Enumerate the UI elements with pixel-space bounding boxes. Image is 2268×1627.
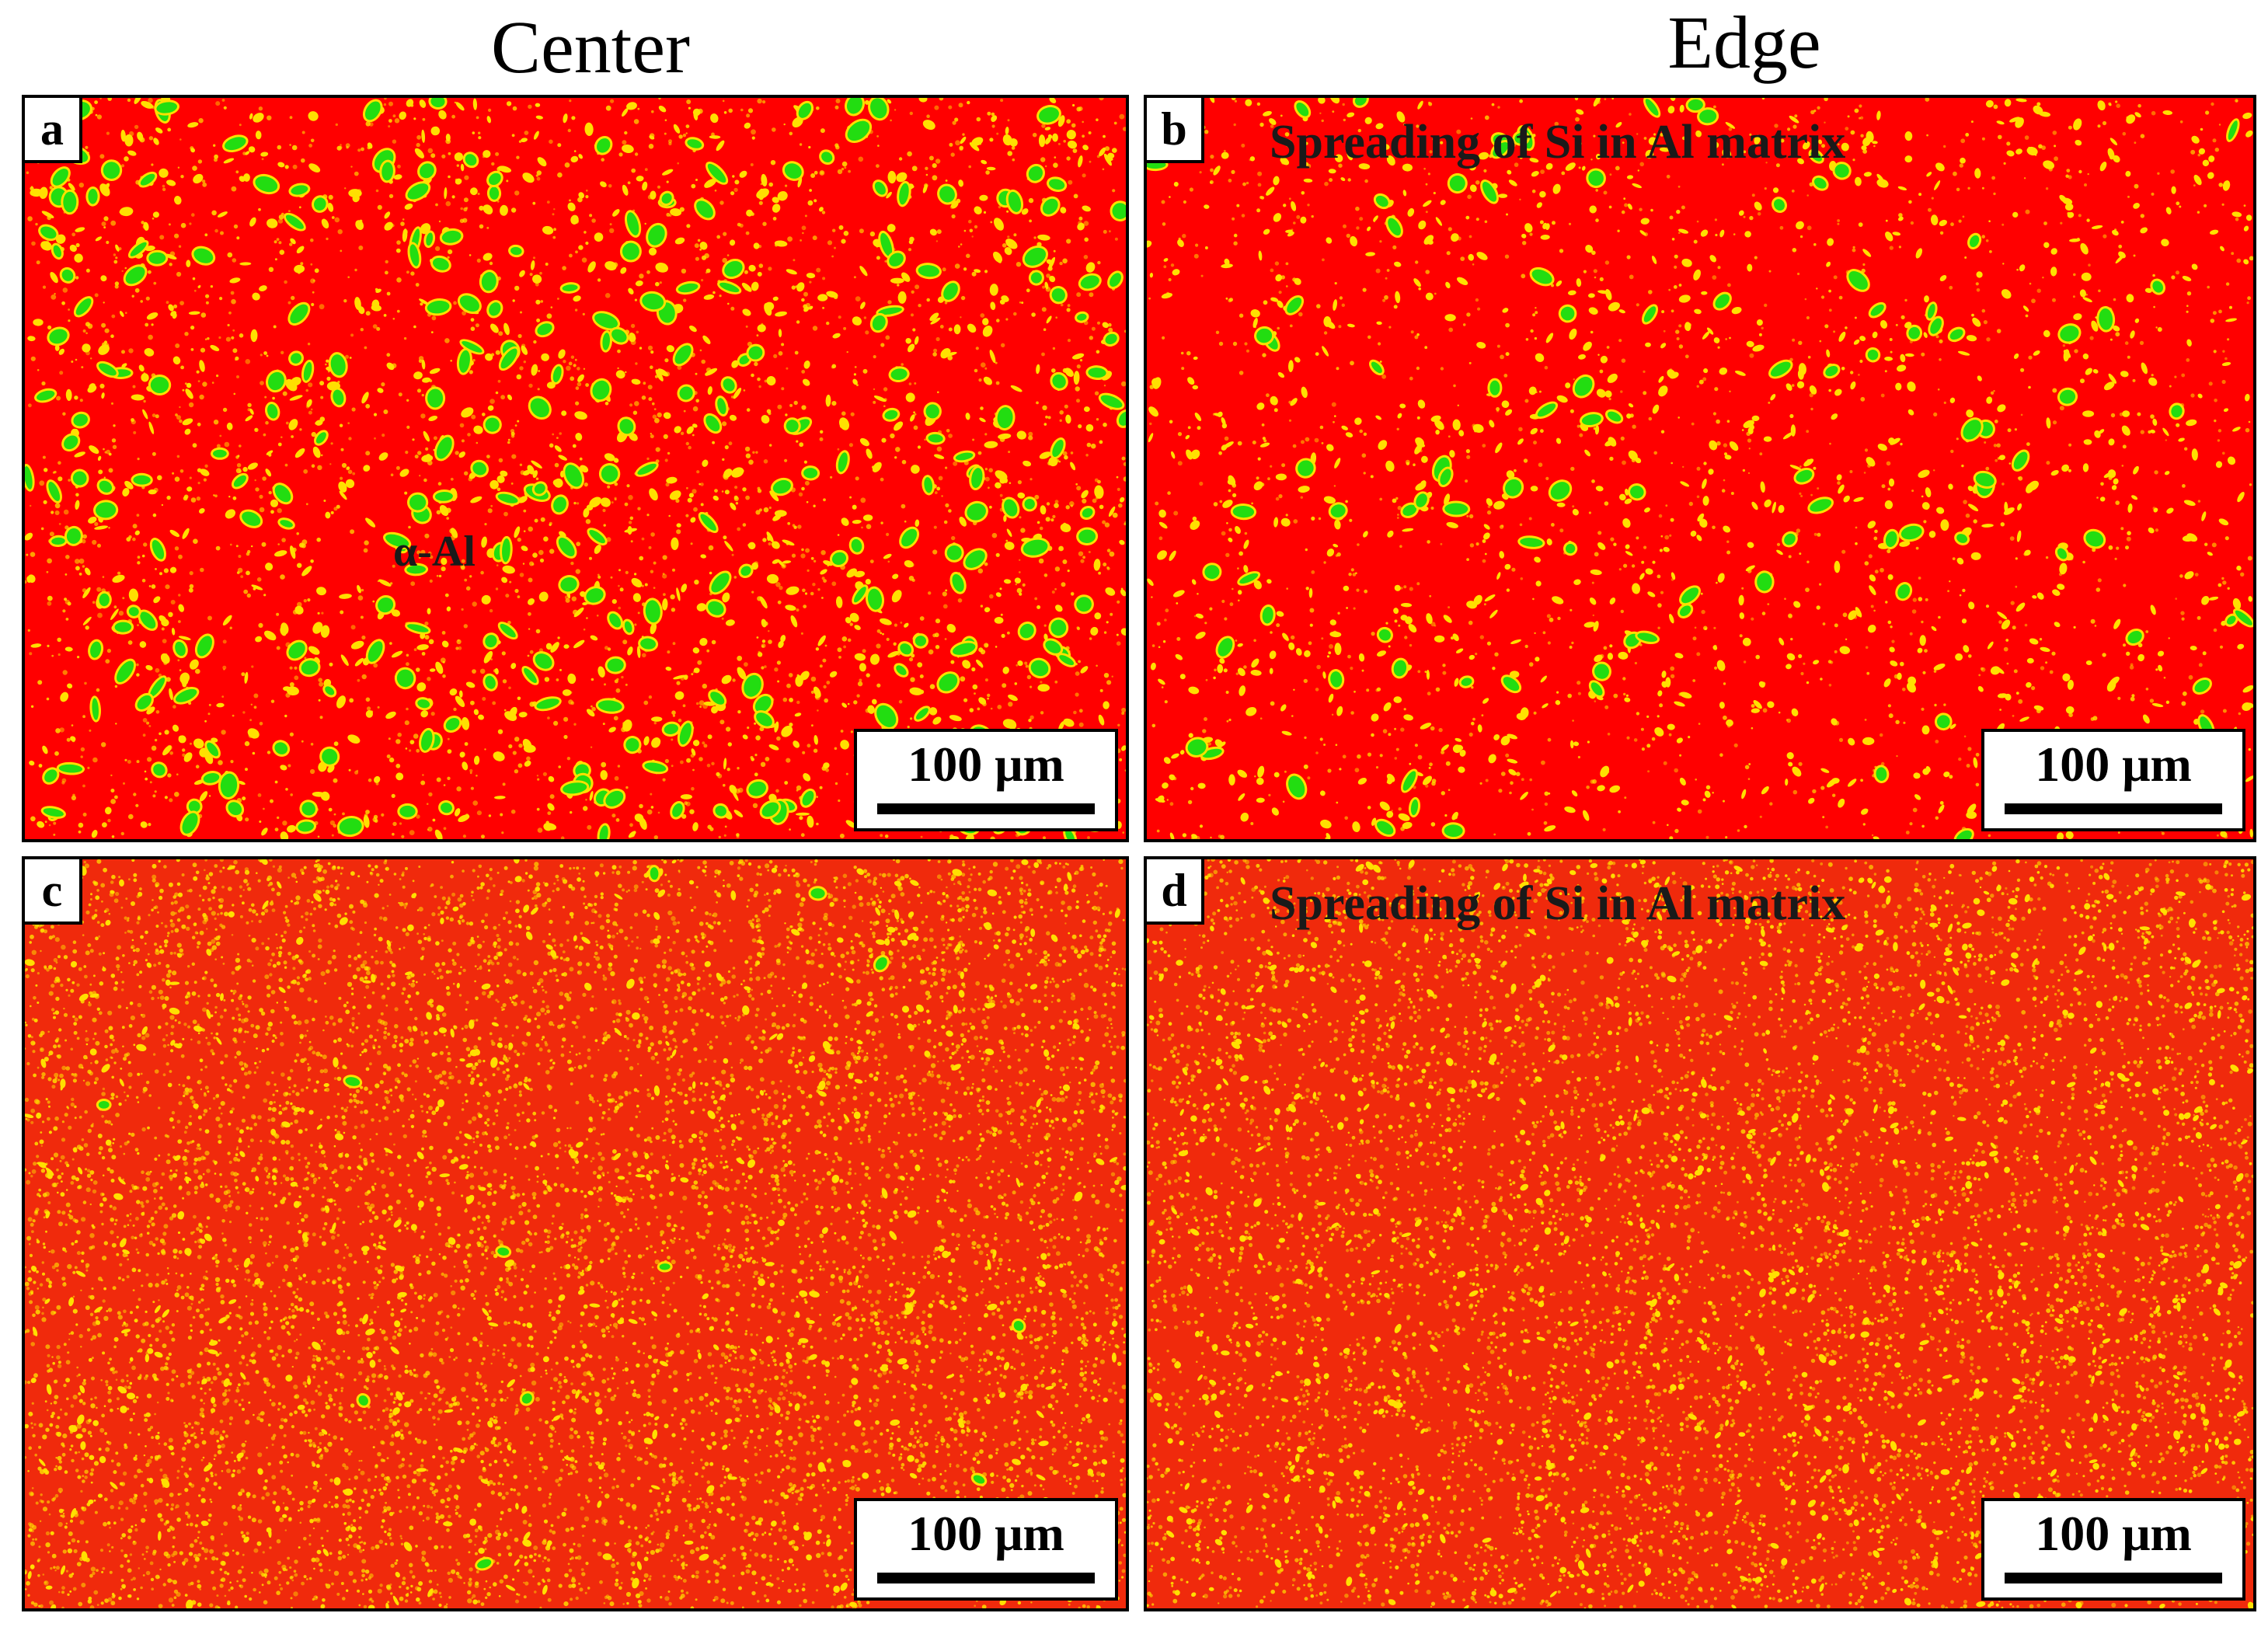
phase-map-image-c — [25, 859, 1126, 1608]
panel-letter-c: c — [25, 859, 82, 925]
panel-letter-a: a — [25, 98, 82, 163]
scale-bar-line-a — [877, 803, 1095, 814]
panel-letter-b: b — [1147, 98, 1204, 163]
column-title-edge: Edge — [1667, 2, 1820, 84]
scale-bar-line-b — [2005, 803, 2222, 814]
column-title-center: Center — [491, 6, 690, 89]
scale-bar-label-d: 100 μm — [1984, 1509, 2242, 1559]
scale-bar-line-c — [877, 1573, 1095, 1583]
micrograph-panel-d: d Spreading of Si in Al matrix 100 μm — [1144, 856, 2256, 1611]
panel-letter-d: d — [1147, 859, 1204, 925]
scale-bar-label-a: 100 μm — [857, 740, 1115, 789]
micrograph-panel-b: b Spreading of Si in Al matrix 100 μm — [1144, 95, 2256, 842]
scale-bar-line-d — [2005, 1573, 2222, 1583]
micrograph-panel-a: a α-Al 100 μm — [22, 95, 1129, 842]
micrograph-panel-c: c 100 μm — [22, 856, 1129, 1611]
phase-map-image-d — [1147, 859, 2253, 1608]
scale-bar-b: 100 μm — [1981, 729, 2245, 831]
scale-bar-label-b: 100 μm — [1984, 740, 2242, 789]
phase-map-image-b — [1147, 98, 2253, 839]
phase-map-image-a — [25, 98, 1126, 839]
scale-bar-a: 100 μm — [854, 729, 1118, 831]
scale-bar-label-c: 100 μm — [857, 1509, 1115, 1559]
scale-bar-c: 100 μm — [854, 1498, 1118, 1601]
alpha-al-label: α-Al — [393, 527, 476, 577]
scale-bar-d: 100 μm — [1981, 1498, 2245, 1601]
si-spreading-label-d: Spreading of Si in Al matrix — [1270, 876, 1845, 932]
si-spreading-label-b: Spreading of Si in Al matrix — [1270, 115, 1845, 170]
